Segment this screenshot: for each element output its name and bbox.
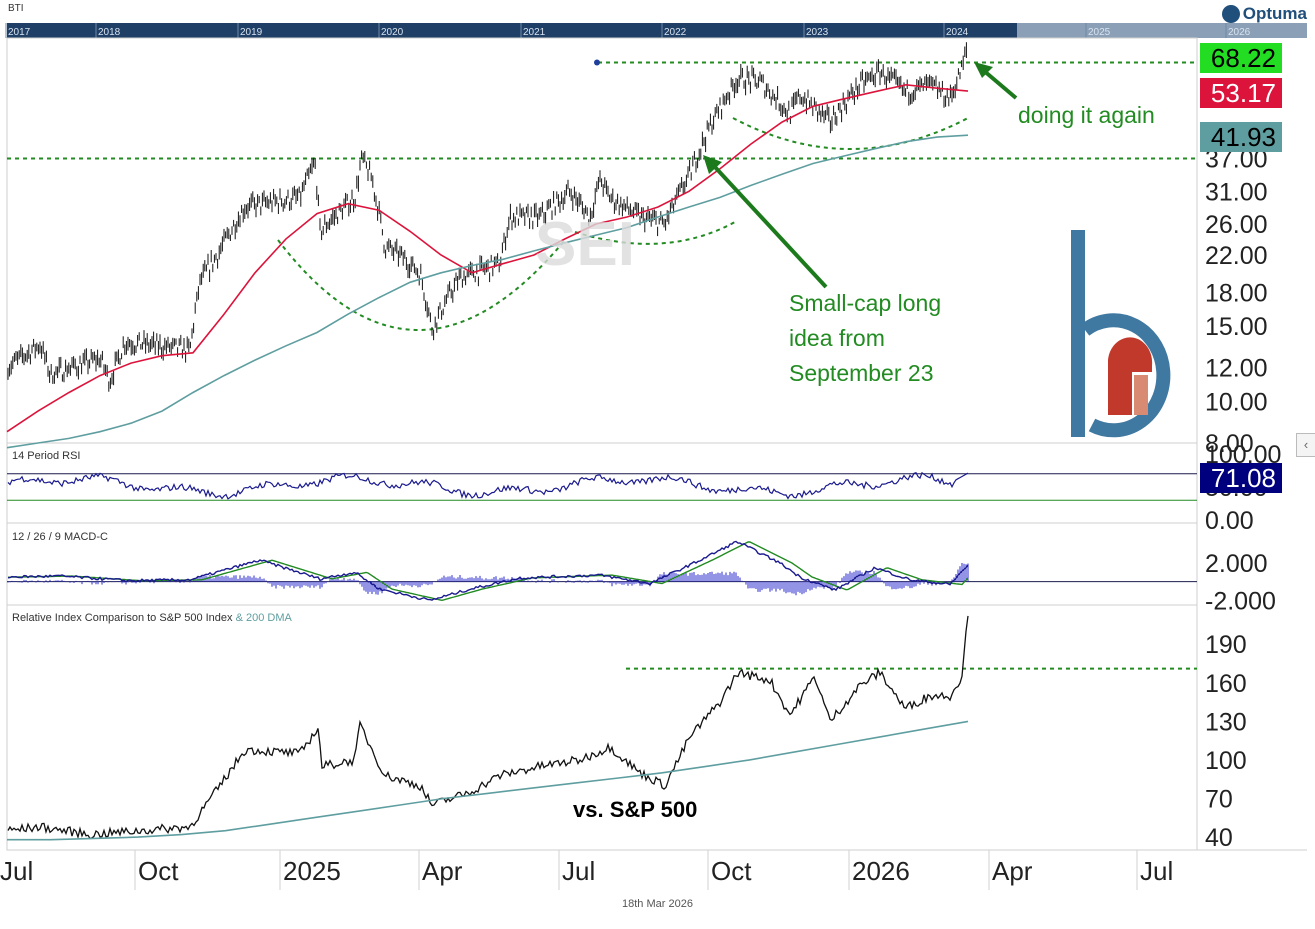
x-axis-label: 2026	[852, 856, 910, 886]
relative-title-main: Relative Index Comparison to S&P 500 Ind…	[12, 612, 233, 624]
x-axis-label: 2025	[283, 856, 341, 886]
relative-title: Relative Index Comparison to S&P 500 Ind…	[12, 612, 292, 624]
panel-collapse-tab[interactable]: ‹	[1296, 433, 1315, 457]
macd-title: 12 / 26 / 9 MACD-C	[12, 531, 108, 543]
ma200-line	[6, 134, 969, 449]
chevron-left-icon: ‹	[1303, 437, 1309, 452]
navigator-year-label: 2021	[523, 27, 546, 38]
price-tick-label: 12.00	[1205, 355, 1268, 383]
small-cap-arrow	[703, 155, 828, 289]
price-tick-label: 31.00	[1205, 178, 1268, 206]
x-axis-label: Oct	[711, 856, 752, 886]
rsi-badge: 71.08	[1200, 463, 1282, 493]
footer-date: 18th Mar 2026	[622, 898, 693, 910]
resistance-anchor-dot	[594, 59, 600, 66]
x-axis-label: Oct	[138, 856, 179, 886]
relative-tick-label: 100	[1205, 747, 1247, 775]
price-tick-label: 22.00	[1205, 242, 1268, 270]
navigator-window[interactable]	[1017, 23, 1307, 38]
relative-line	[7, 615, 969, 840]
navigator-year-label: 2022	[664, 27, 687, 38]
annotation-vs-sp500: vs. S&P 500	[573, 797, 698, 822]
x-axis-label: Apr	[992, 856, 1033, 886]
navigator-year-label: 2017	[8, 27, 31, 38]
ma50-badge: 53.17	[1200, 78, 1282, 108]
price-tick-label: 26.00	[1205, 211, 1268, 239]
x-axis-label: Jul	[562, 856, 595, 886]
navigator-year-label: 2020	[381, 27, 404, 38]
relative-tick-label: 160	[1205, 670, 1247, 698]
navigator-year-label: 2019	[240, 27, 263, 38]
price-tick-label: 18.00	[1205, 279, 1268, 307]
relative-tick-label: 130	[1205, 708, 1247, 736]
base-arc-recent	[732, 117, 969, 150]
relative-200dma-line	[7, 720, 969, 841]
navigator-year-label: 2025	[1088, 27, 1111, 38]
x-axis-label: Jul	[1140, 856, 1173, 886]
rsi-line	[7, 471, 969, 500]
navigator-bar[interactable]	[7, 23, 1307, 38]
macd-tick-label: -2.000	[1205, 587, 1276, 615]
rsi-tick-label: 0.00	[1205, 507, 1254, 535]
relative-title-suffix: & 200 DMA	[235, 612, 292, 624]
ticker-label: BTI	[8, 3, 24, 14]
x-axis-label: Jul	[0, 856, 33, 886]
annotation-small-cap-line2: idea from	[789, 325, 885, 351]
price-tick-label: 15.00	[1205, 313, 1268, 341]
price-tick-label: 10.00	[1205, 389, 1268, 417]
macd-panel[interactable]	[6, 522, 1198, 606]
relative-tick-label: 190	[1205, 631, 1247, 659]
brand-logo: Optuma	[1221, 2, 1307, 26]
macd-tick-label: 2.000	[1205, 550, 1268, 578]
annotation-small-cap-line3: September 23	[789, 360, 934, 386]
doing-it-again-arrow	[974, 62, 1018, 100]
annotation-small-cap-line1: Small-cap long	[789, 290, 942, 316]
rsi-panel[interactable]	[6, 442, 1198, 524]
navigator-year-label: 2026	[1228, 27, 1251, 38]
navigator-year-label: 2024	[946, 27, 969, 38]
rsi-title: 14 Period RSI	[12, 450, 81, 462]
watermark: SEI	[535, 210, 635, 279]
ma50-line	[6, 83, 969, 433]
logo	[1071, 230, 1171, 438]
relative-tick-label: 70	[1205, 786, 1233, 814]
navigator-year-label: 2018	[98, 27, 121, 38]
relative-tick-label: 40	[1205, 824, 1233, 852]
macd-line	[7, 540, 969, 601]
price-badge: 68.22	[1200, 43, 1282, 73]
ma200-badge: 41.93	[1200, 122, 1282, 152]
base-arc-small	[574, 221, 736, 245]
x-axis-label: Apr	[422, 856, 463, 886]
macd-signal-line	[8, 541, 969, 602]
brand-icon	[1221, 5, 1240, 23]
annotation-doing-it-again: doing it again	[1018, 102, 1155, 128]
price-tick-label: 8.00	[1205, 430, 1254, 458]
navigator-year-label: 2023	[806, 27, 829, 38]
